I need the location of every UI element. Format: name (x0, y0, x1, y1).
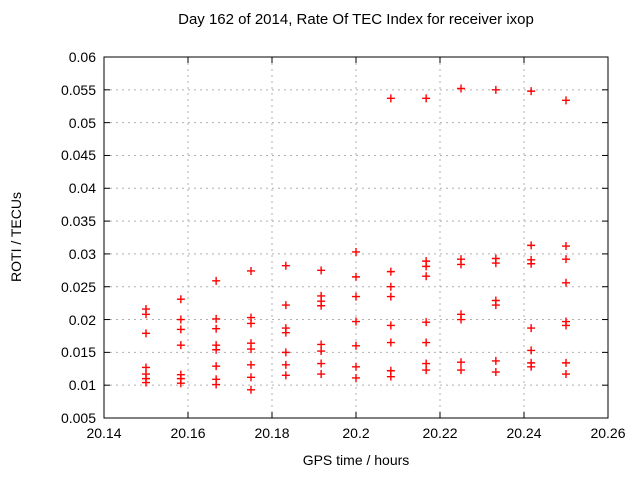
data-point (527, 87, 536, 96)
data-point (212, 314, 221, 323)
data-point (562, 370, 570, 379)
data-point (527, 241, 536, 250)
data-point (422, 318, 431, 327)
data-point (212, 362, 221, 371)
data-point (562, 242, 570, 251)
data-point (352, 362, 360, 371)
data-point (491, 368, 500, 377)
data-point (281, 328, 290, 337)
data-point (527, 324, 536, 333)
data-point (317, 347, 326, 356)
data-point (212, 380, 221, 389)
data-point (142, 378, 150, 387)
data-point (247, 266, 255, 275)
data-point (247, 319, 255, 328)
data-point (386, 292, 395, 301)
data-point (317, 301, 326, 310)
data-point (176, 295, 185, 304)
data-point (422, 262, 431, 271)
data-point (247, 345, 255, 354)
data-point (212, 276, 221, 285)
data-point (457, 260, 465, 269)
data-point (352, 272, 360, 281)
data-point (247, 360, 255, 369)
data-point (386, 267, 395, 276)
data-point (527, 346, 536, 355)
data-point (457, 358, 465, 367)
data-point (562, 321, 570, 330)
data-point (352, 292, 360, 301)
data-point (457, 315, 465, 324)
data-point (422, 94, 431, 103)
data-point (422, 338, 431, 347)
data-point (317, 266, 326, 275)
data-point (386, 282, 395, 291)
data-point (491, 85, 500, 94)
data-point (562, 278, 570, 287)
data-point (352, 317, 360, 326)
data-point (176, 379, 185, 388)
data-point (317, 370, 326, 379)
data-point (281, 301, 290, 310)
data-point (281, 360, 290, 369)
data-point (491, 301, 500, 310)
data-point (562, 255, 570, 264)
data-point (176, 315, 185, 324)
data-point (491, 356, 500, 365)
chart-title: Day 162 of 2014, Rate Of TEC Index for r… (178, 11, 534, 28)
data-point (281, 261, 290, 270)
data-point (176, 325, 185, 334)
data-point (457, 84, 465, 93)
data-point (386, 338, 395, 347)
data-point (457, 366, 465, 375)
data-point (527, 362, 536, 371)
data-point (422, 366, 431, 375)
data-point (176, 341, 185, 350)
data-point (352, 247, 360, 256)
data-point (386, 372, 395, 381)
data-point (491, 259, 500, 268)
data-point (352, 341, 360, 350)
data-point (212, 345, 221, 354)
data-point (386, 94, 395, 103)
data-point (317, 359, 326, 368)
data-point (212, 324, 221, 333)
x-axis-title: GPS time / hours (302, 452, 410, 468)
data-point (281, 371, 290, 380)
data-point (386, 321, 395, 330)
data-point (352, 373, 360, 382)
data-point (422, 272, 431, 281)
data-point (247, 373, 255, 382)
data-point (281, 348, 290, 357)
data-point (247, 385, 255, 394)
data-point (527, 259, 536, 268)
data-point (142, 329, 150, 338)
data-point (142, 310, 150, 319)
data-point (562, 358, 570, 367)
data-point (562, 96, 570, 105)
